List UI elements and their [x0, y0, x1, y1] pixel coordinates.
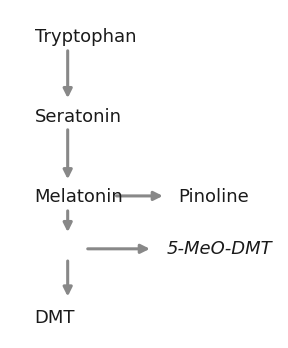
Text: Melatonin: Melatonin	[35, 188, 123, 206]
Text: Seratonin: Seratonin	[35, 108, 122, 126]
Text: DMT: DMT	[35, 309, 75, 327]
Text: 5-MeO-DMT: 5-MeO-DMT	[167, 240, 273, 258]
Text: Tryptophan: Tryptophan	[35, 27, 136, 46]
Text: Pinoline: Pinoline	[179, 188, 249, 206]
